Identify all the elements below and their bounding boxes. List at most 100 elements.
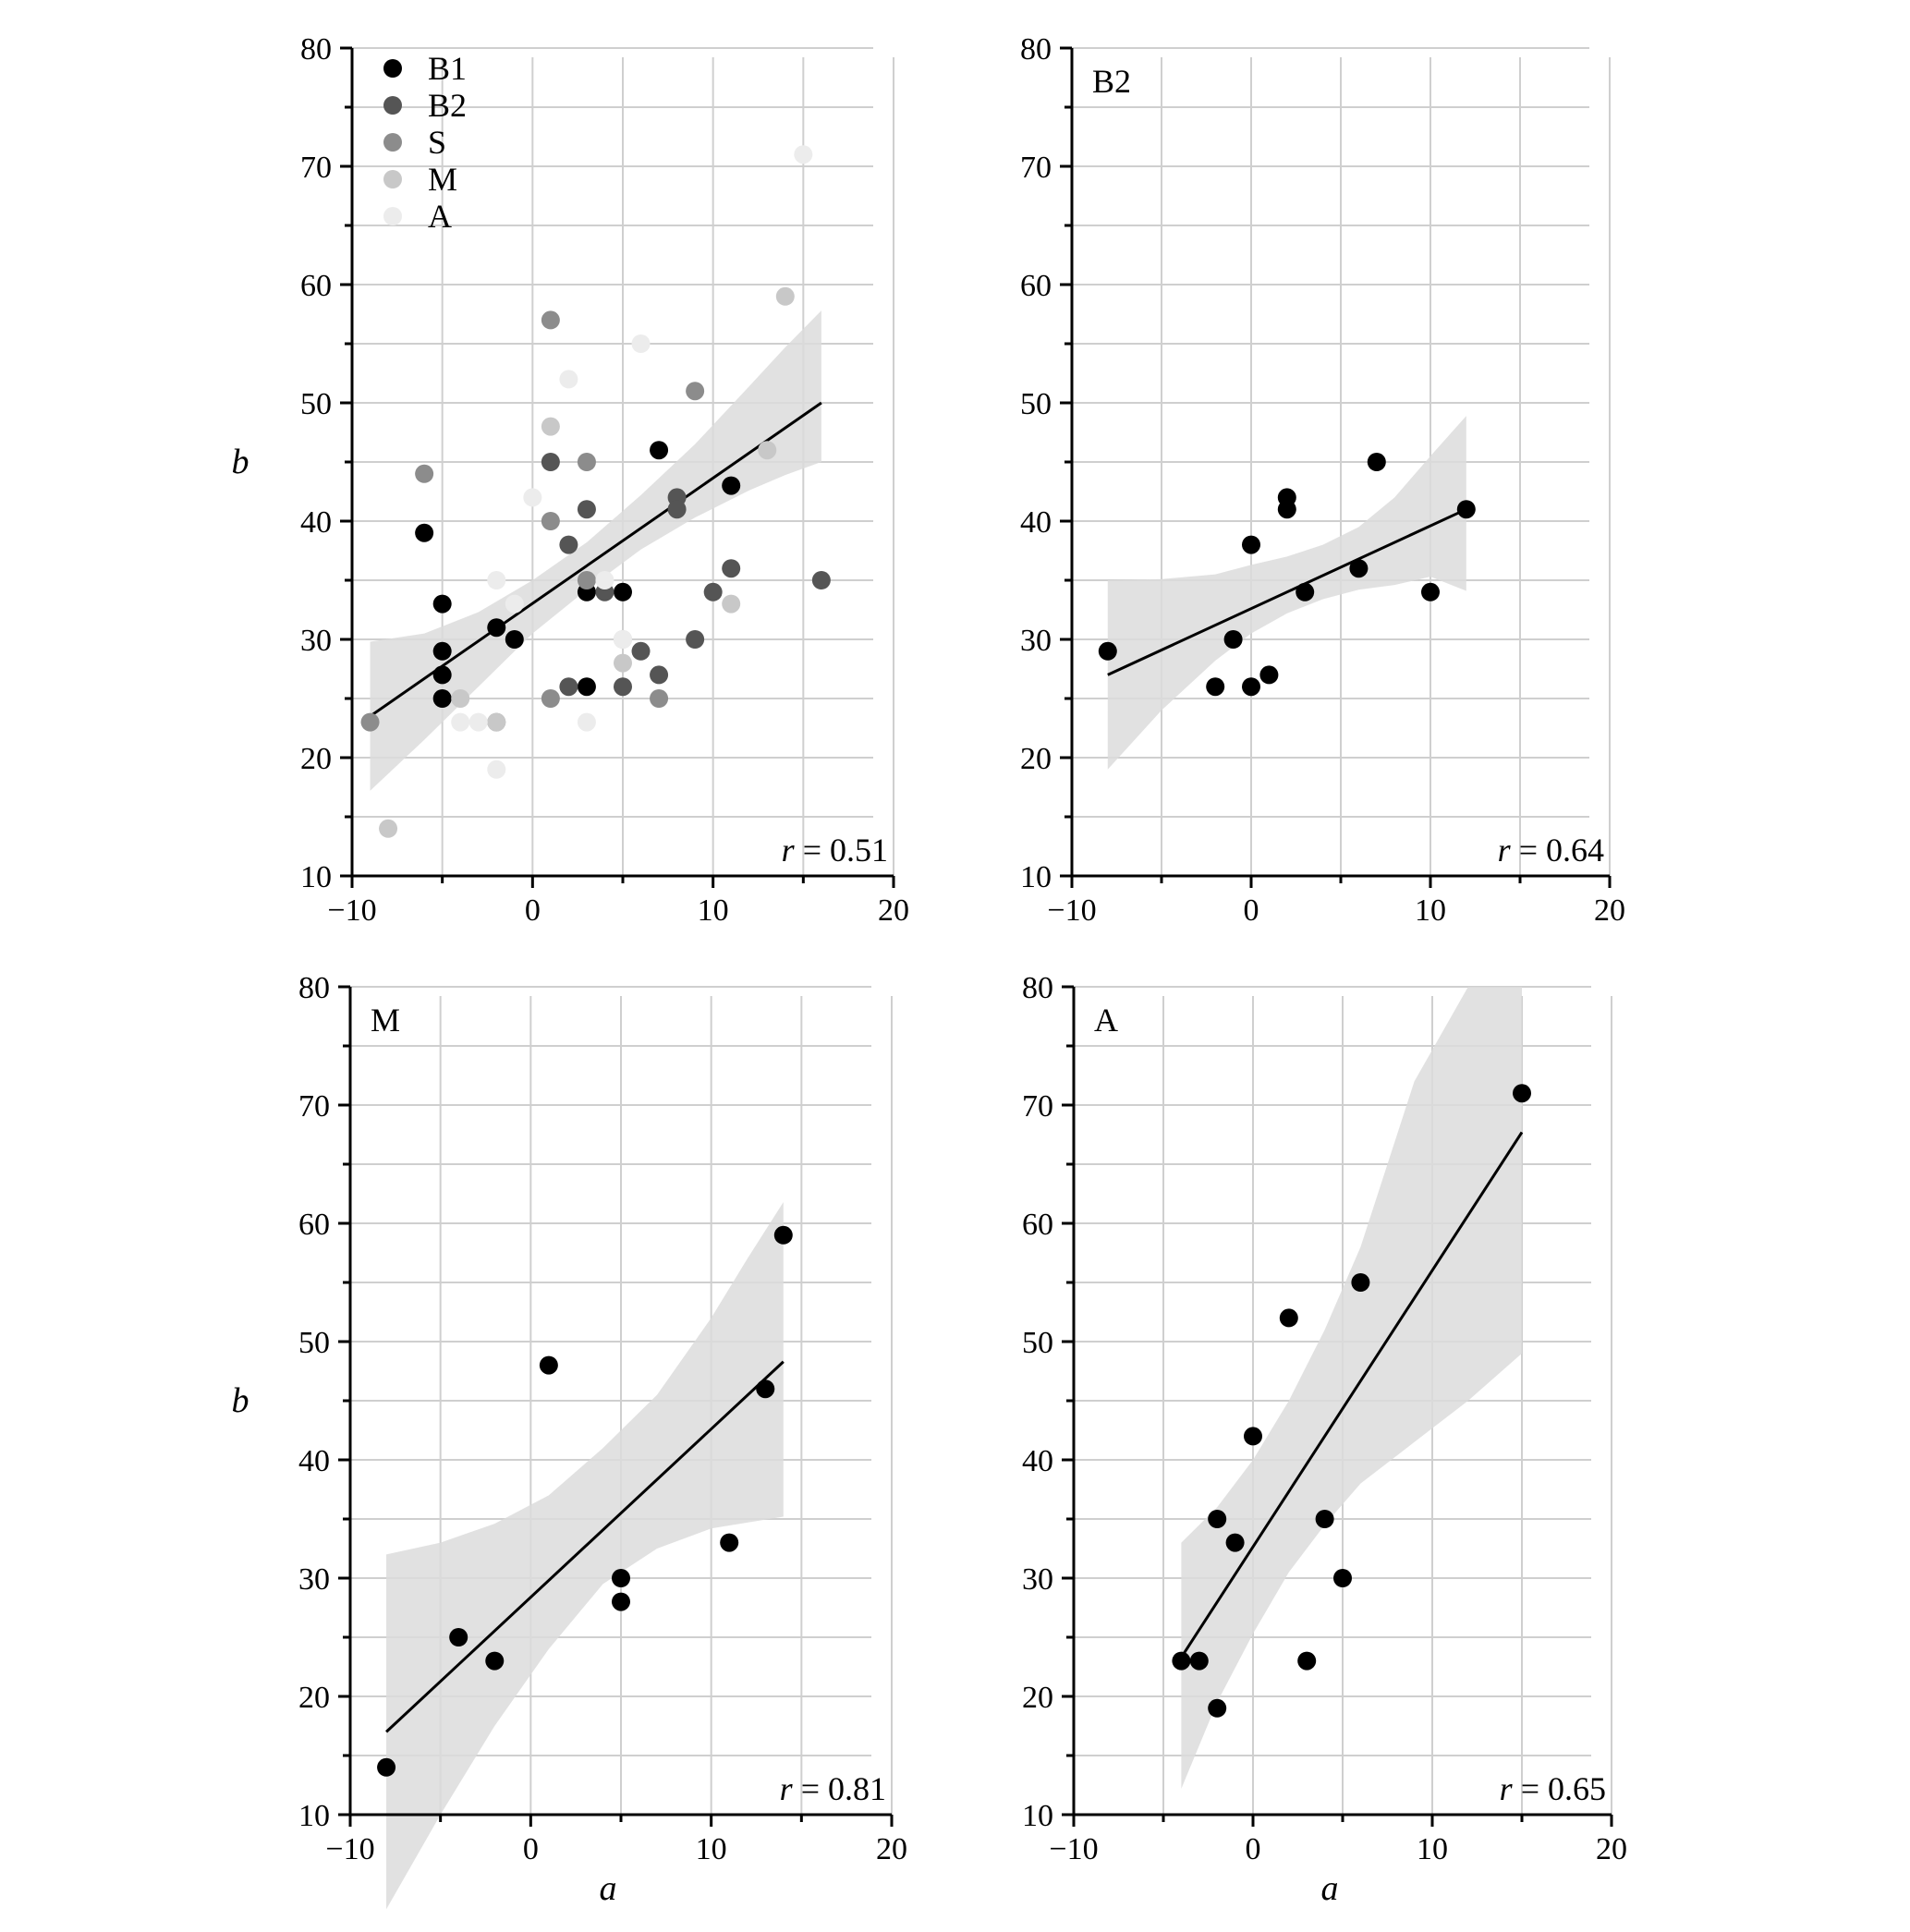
x-tick-label: 20: [876, 1832, 907, 1866]
x-tick-label: 10: [1417, 1832, 1448, 1866]
data-point: [1223, 630, 1243, 649]
data-point: [1277, 500, 1296, 519]
x-axis-title: a: [1321, 1869, 1339, 1908]
data-point: [1208, 1510, 1227, 1528]
data-point: [487, 759, 506, 779]
y-tick-label: 50: [1020, 387, 1052, 421]
data-point: [758, 441, 777, 460]
panel-label: B2: [1092, 63, 1131, 100]
y-tick-label: 60: [1020, 269, 1052, 303]
y-tick-label: 20: [1022, 1681, 1053, 1715]
y-tick-label: 20: [1020, 742, 1052, 776]
legend-entry: B2: [428, 87, 467, 124]
correlation-label: r = 0.51: [782, 832, 888, 869]
y-tick-label: 80: [298, 971, 330, 1005]
data-point: [449, 1628, 468, 1646]
y-axis-title: b: [232, 1381, 249, 1420]
correlation-symbol: r: [782, 832, 796, 869]
data-point: [650, 689, 669, 708]
x-tick-label: 10: [1415, 893, 1446, 928]
panel-3: −10 0 10 20 10 20 30 40 50 60 70 80 b a Mr = 0.81: [232, 971, 907, 1910]
data-point: [432, 641, 452, 661]
y-tick-label: 80: [1022, 971, 1053, 1005]
panel-label: A: [1094, 1002, 1118, 1039]
x-tick-label: 0: [523, 1832, 539, 1866]
legend-entry: B1: [428, 50, 467, 87]
legend-entry: A: [428, 198, 452, 235]
series-a: [451, 145, 813, 779]
data-point: [722, 476, 741, 495]
data-point: [577, 500, 596, 519]
panel-label: M: [371, 1002, 400, 1039]
data-point: [794, 145, 813, 164]
correlation-symbol: r: [1500, 1770, 1514, 1807]
correlation-value: = 0.65: [1513, 1770, 1606, 1807]
data-point: [415, 464, 434, 483]
data-point: [1333, 1569, 1352, 1587]
y-tick-label: 60: [298, 1208, 330, 1242]
series-1: [1172, 1084, 1531, 1718]
series-1: [377, 1225, 793, 1777]
data-point: [379, 819, 398, 838]
panel-2: −10 0 10 20 10 20 30 40 50 60 70 80 B2 r = 0.64: [1020, 32, 1625, 928]
correlation-label: r = 0.65: [1500, 1770, 1606, 1807]
data-point: [703, 582, 723, 601]
data-point: [775, 286, 795, 306]
series-b1: [415, 441, 741, 708]
y-tick-label: 60: [1022, 1208, 1053, 1242]
correlation-label: r = 0.81: [780, 1770, 886, 1807]
x-tick-label: 0: [1246, 1832, 1261, 1866]
regression-line: [1180, 1131, 1524, 1659]
grid: [1072, 47, 1611, 876]
legend-entry: S: [428, 124, 446, 161]
data-point: [1244, 1427, 1262, 1446]
correlation-value: = 0.64: [1511, 832, 1604, 869]
data-point: [487, 712, 506, 732]
x-tick-label: 0: [1244, 893, 1259, 928]
regression-line: [369, 401, 822, 718]
data-point: [541, 453, 560, 471]
data-point: [1367, 453, 1386, 471]
data-point: [541, 417, 560, 436]
confidence-band: [370, 310, 821, 791]
data-point: [559, 370, 578, 389]
data-point: [614, 630, 632, 649]
data-point: [756, 1379, 775, 1399]
data-point: [595, 571, 614, 589]
y-tick-label: 40: [298, 1444, 330, 1478]
regression-line: [1107, 507, 1467, 676]
data-point: [1296, 582, 1315, 601]
y-tick-label: 10: [300, 860, 332, 894]
data-point: [505, 630, 524, 649]
data-point: [539, 1355, 558, 1375]
data-point: [432, 689, 452, 708]
y-tick-label: 80: [1020, 32, 1052, 67]
data-point: [631, 334, 651, 353]
data-point: [487, 571, 506, 589]
legend-entry: M: [428, 161, 457, 198]
y-tick-label: 80: [300, 32, 332, 67]
data-point: [487, 618, 506, 638]
y-tick-label: 70: [300, 151, 332, 185]
legend-marker: [383, 170, 402, 188]
data-point: [505, 594, 524, 614]
data-point: [612, 1592, 630, 1611]
legend-marker: [383, 59, 402, 78]
data-point: [451, 712, 470, 732]
y-tick-label: 20: [298, 1681, 330, 1715]
data-point: [773, 1225, 793, 1245]
data-point: [614, 582, 632, 601]
data-point: [1456, 500, 1476, 519]
y-tick-label: 60: [300, 269, 332, 303]
data-point: [1242, 535, 1260, 554]
y-axis-title: b: [232, 443, 249, 481]
panel-4: −10 0 10 20 10 20 30 40 50 60 70 80 a Ar = 0.65: [1022, 971, 1627, 1908]
x-tick-label: 20: [878, 893, 909, 928]
correlation-symbol: r: [780, 1770, 794, 1807]
y-tick-label: 70: [1020, 151, 1052, 185]
x-tick-label: −10: [325, 1832, 374, 1866]
data-point: [523, 488, 542, 507]
data-point: [577, 571, 596, 589]
